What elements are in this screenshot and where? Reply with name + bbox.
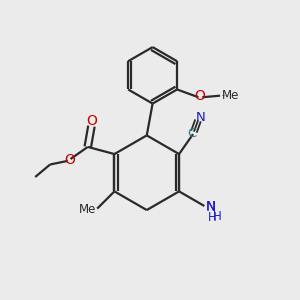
Text: H: H <box>208 211 217 224</box>
Text: C: C <box>187 127 196 140</box>
Text: H: H <box>213 210 222 223</box>
Text: N: N <box>206 200 216 214</box>
Text: N: N <box>206 200 216 214</box>
Text: Me: Me <box>222 88 239 101</box>
Text: N: N <box>195 111 205 124</box>
Text: Me: Me <box>79 203 96 216</box>
Text: O: O <box>86 114 97 128</box>
Text: O: O <box>194 89 205 103</box>
Text: methoxy: methoxy <box>222 94 229 96</box>
Text: O: O <box>64 153 75 167</box>
